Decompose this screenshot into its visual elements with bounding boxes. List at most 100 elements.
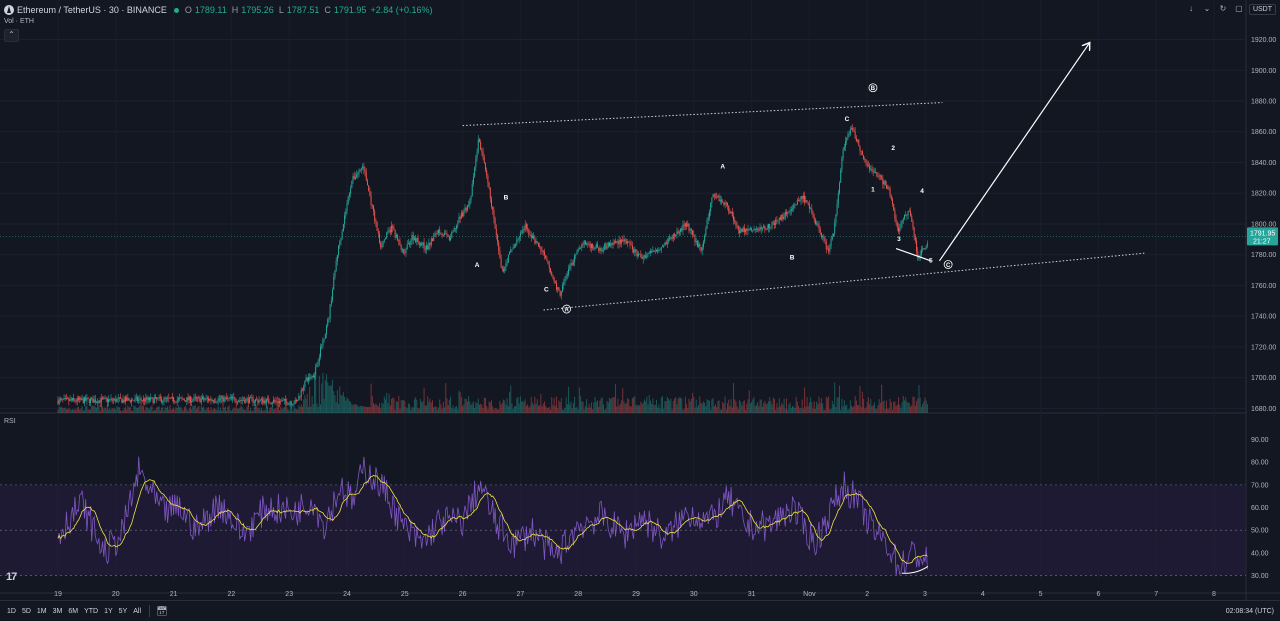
volume-bar — [123, 408, 125, 413]
candle-body — [127, 398, 129, 401]
volume-bar — [692, 392, 694, 413]
volume-bar — [558, 400, 560, 413]
candle-body — [537, 242, 539, 247]
volume-bar — [623, 401, 625, 413]
candle-body — [659, 249, 661, 251]
wave-label: A — [475, 262, 480, 269]
volume-bar — [462, 406, 464, 413]
candle-body — [681, 228, 683, 231]
candle-body — [171, 396, 173, 398]
candle-body — [787, 212, 789, 214]
candle-body — [734, 220, 736, 223]
volume-bar — [434, 406, 436, 413]
candle-body — [108, 399, 110, 403]
candle-body — [194, 397, 196, 399]
volume-bar — [167, 406, 169, 413]
candle-body — [763, 226, 765, 228]
range-6m[interactable]: 6M — [68, 607, 79, 615]
volume-bar — [158, 406, 160, 413]
candle-body — [629, 242, 631, 245]
candle-body — [700, 246, 702, 251]
candle-body — [568, 269, 570, 275]
candle-body — [760, 227, 762, 230]
candle-body — [251, 397, 253, 399]
candle-body — [810, 208, 812, 210]
volume-bar — [705, 405, 707, 413]
candle-body — [881, 176, 883, 179]
range-1m[interactable]: 1M — [36, 607, 47, 615]
volume-bar — [562, 409, 564, 413]
range-1y[interactable]: 1Y — [104, 607, 113, 615]
volume-bar — [879, 402, 881, 413]
calendar-icon[interactable]: 📅︎ — [156, 605, 168, 616]
low-label: L — [278, 5, 284, 15]
candle-body — [139, 398, 141, 400]
candle-body — [552, 275, 554, 278]
time-tick-label: 19 — [54, 591, 62, 598]
volume-bar — [814, 409, 816, 413]
volume-bar — [861, 391, 863, 413]
maximize-icon[interactable]: ▢ — [1235, 4, 1243, 13]
candle-body — [898, 227, 900, 232]
candle-body — [410, 240, 412, 245]
refresh-icon[interactable]: ↻ — [1219, 4, 1227, 13]
volume-bar — [76, 407, 78, 413]
volume-bar — [365, 406, 367, 413]
candle-body — [99, 400, 101, 403]
volume-bar — [263, 409, 265, 413]
range-ytd[interactable]: YTD — [84, 607, 99, 615]
time-tick-label: 25 — [401, 591, 409, 598]
candle-body — [708, 211, 710, 218]
volume-bar — [208, 407, 210, 413]
volume-label[interactable]: Vol · ETH — [4, 18, 34, 25]
volume-bar — [227, 406, 229, 413]
candle-body — [366, 180, 368, 186]
volume-bar — [353, 404, 355, 413]
candle-body — [492, 206, 494, 211]
volume-bar — [121, 410, 123, 413]
candle-body — [876, 172, 878, 177]
range-3m[interactable]: 3M — [52, 607, 63, 615]
range-all[interactable]: All — [133, 607, 142, 615]
candle-body — [462, 212, 464, 217]
symbol-title[interactable]: Ethereum / TetherUS · 30 · BINANCE — [17, 5, 167, 15]
volume-bar — [716, 407, 718, 413]
volume-bar — [346, 397, 348, 413]
candle-body — [615, 241, 617, 243]
range-1d[interactable]: 1D — [7, 607, 16, 615]
candle-body — [76, 398, 78, 402]
candle-body — [474, 167, 476, 177]
volume-bar — [583, 409, 585, 413]
candle-body — [289, 402, 291, 404]
collapse-legend-button[interactable]: ⌃ — [4, 29, 19, 42]
candle-body — [610, 243, 612, 247]
candle-body — [425, 245, 427, 250]
chevron-down-icon[interactable]: ⌄ — [1203, 4, 1211, 13]
volume-bar — [168, 409, 170, 413]
candle-body — [239, 400, 241, 401]
arrow-down-icon[interactable]: ↓ — [1188, 4, 1193, 13]
candle-body — [61, 398, 63, 400]
candle-body — [91, 398, 93, 399]
candle-body — [587, 243, 589, 245]
time-tick-label: 26 — [459, 591, 467, 598]
candle-body — [82, 398, 84, 404]
volume-bar — [618, 405, 620, 413]
range-5y[interactable]: 5Y — [118, 607, 128, 615]
currency-selector[interactable]: USDT — [1248, 3, 1276, 15]
candle-body — [389, 230, 391, 233]
volume-bar — [422, 401, 424, 413]
candle-body — [879, 175, 881, 177]
candle-body — [176, 399, 178, 403]
rsi-label[interactable]: RSI — [4, 418, 16, 425]
volume-bar — [100, 405, 102, 413]
candle-body — [736, 225, 738, 227]
volume-bar — [236, 408, 238, 413]
utc-clock[interactable]: 02:08:34 (UTC) — [1225, 607, 1274, 615]
volume-bar — [619, 403, 621, 413]
range-5d[interactable]: 5D — [21, 607, 31, 615]
volume-bar — [321, 383, 323, 413]
volume-bar — [254, 405, 256, 413]
candle-body — [799, 200, 801, 202]
